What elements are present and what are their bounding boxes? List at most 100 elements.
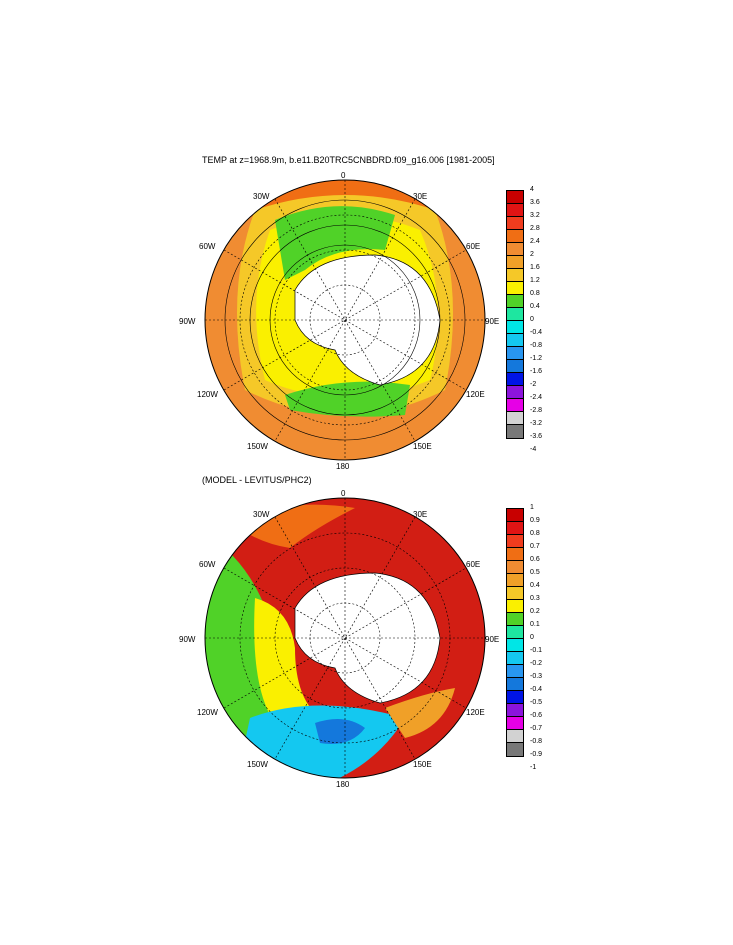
colorbar-swatch xyxy=(507,535,523,548)
colorbar-label: 0.8 xyxy=(530,530,540,537)
difference-map-svg xyxy=(204,497,486,779)
colorbar-label: -0.6 xyxy=(530,712,543,719)
colorbar-swatch xyxy=(507,373,523,386)
colorbar-swatch xyxy=(507,256,523,269)
colorbar-swatch xyxy=(507,308,523,321)
colorbar-swatch xyxy=(507,386,523,399)
west-yellow xyxy=(254,598,315,723)
colorbar-swatch xyxy=(507,665,523,678)
colorbar-label: 0.6 xyxy=(530,556,540,563)
colorbar-label: 3.2 xyxy=(530,212,540,219)
colorbar-swatch xyxy=(507,204,523,217)
south-blue xyxy=(315,719,365,744)
temperature-polar-map: 0 30E 60E 90E 120E 150E 180 150W 120W 90… xyxy=(179,170,499,471)
colorbar-swatch xyxy=(507,412,523,425)
colorbar-label: 0.5 xyxy=(530,569,540,576)
colorbar-label: -0.5 xyxy=(530,699,543,706)
label-150w: 150W xyxy=(247,760,268,769)
antarctica xyxy=(294,572,441,704)
colorbar-label: -2 xyxy=(530,381,537,388)
label-0: 0 xyxy=(341,489,346,498)
label-180: 180 xyxy=(336,780,350,789)
colorbar-swatches xyxy=(506,190,524,439)
colorbar-swatch xyxy=(507,704,523,717)
label-30w: 30W xyxy=(253,510,270,519)
colorbar-swatch xyxy=(507,399,523,412)
colorbar-label: 0.7 xyxy=(530,543,540,550)
label-120w: 120W xyxy=(197,390,218,399)
colorbar-label: -2.4 xyxy=(530,394,543,401)
colorbar-swatch xyxy=(507,269,523,282)
colorbar-label: -0.1 xyxy=(530,647,543,654)
colorbar-label: 1.2 xyxy=(530,277,540,284)
label-30w: 30W xyxy=(253,192,270,201)
colorbar-label: 2.4 xyxy=(530,238,540,245)
colorbar-swatch xyxy=(507,360,523,373)
label-120w: 120W xyxy=(197,708,218,717)
panel-1-title: TEMP at z=1968.9m, b.e11.B20TRC5CNBDRD.f… xyxy=(202,155,495,165)
colorbar-swatch xyxy=(507,561,523,574)
colorbar-swatch xyxy=(507,639,523,652)
colorbar-swatch xyxy=(507,717,523,730)
label-60w: 60W xyxy=(199,242,216,251)
south-orange xyxy=(385,688,455,738)
colorbar-swatch xyxy=(507,230,523,243)
colorbar-label: -2.8 xyxy=(530,407,543,414)
colorbar-label: 0.2 xyxy=(530,608,540,615)
colorbar-label: 2.8 xyxy=(530,225,540,232)
colorbar-swatch xyxy=(507,548,523,561)
colorbar-label: -1.6 xyxy=(530,368,543,375)
temperature-map-svg xyxy=(204,179,486,461)
label-0: 0 xyxy=(341,171,346,180)
label-30e: 30E xyxy=(413,510,428,519)
label-60e: 60E xyxy=(466,560,481,569)
colorbar-swatch xyxy=(507,321,523,334)
colorbar-label: 2 xyxy=(530,251,534,258)
colorbar-label: 0 xyxy=(530,316,534,323)
colorbar-label: -0.3 xyxy=(530,673,543,680)
colorbar-swatch xyxy=(507,587,523,600)
colorbar-swatch xyxy=(507,347,523,360)
colorbar-label: -3.6 xyxy=(530,433,543,440)
colorbar-label: 1.6 xyxy=(530,264,540,271)
label-90e: 90E xyxy=(485,635,500,644)
colorbar-label: 0 xyxy=(530,634,534,641)
colorbar-label: -4 xyxy=(530,446,537,453)
label-90w: 90W xyxy=(179,317,196,326)
colorbar-swatch xyxy=(507,626,523,639)
colorbar-swatch xyxy=(507,425,523,438)
colorbar-label: 0.8 xyxy=(530,290,540,297)
colorbar-swatch xyxy=(507,243,523,256)
colorbar-swatch xyxy=(507,574,523,587)
label-180: 180 xyxy=(336,462,350,471)
colorbar-label: 0.9 xyxy=(530,517,540,524)
colorbar-swatches xyxy=(506,508,524,757)
colorbar-label: 0.1 xyxy=(530,621,540,628)
label-60w: 60W xyxy=(199,560,216,569)
label-120e: 120E xyxy=(466,708,485,717)
label-60e: 60E xyxy=(466,242,481,251)
colorbar-swatch xyxy=(507,652,523,665)
colorbar-label: 0.3 xyxy=(530,595,540,602)
colorbar-label: -0.8 xyxy=(530,738,543,745)
colorbar-labels: 4 3.6 3.2 2.8 2.4 2 1.6 1.2 0.8 0.4 0 -0.4 -0.8 -1.2 -… xyxy=(530,185,542,458)
colorbar-swatch xyxy=(507,613,523,626)
label-150w: 150W xyxy=(247,442,268,451)
colorbar-label: -3.2 xyxy=(530,420,543,427)
panel-2-title: (MODEL - LEVITUS/PHC2) xyxy=(202,475,312,485)
colorbar-label: -0.4 xyxy=(530,686,543,693)
colorbar-swatch xyxy=(507,730,523,743)
colorbar-swatch xyxy=(507,678,523,691)
label-90e: 90E xyxy=(485,317,500,326)
difference-polar-map: 0 30E 60E 90E 120E 150E 180 150W 120W 90… xyxy=(179,488,499,789)
colorbar-swatch xyxy=(507,295,523,308)
colorbar-swatch xyxy=(507,743,523,756)
label-150e: 150E xyxy=(413,760,432,769)
colorbar-label: 3.6 xyxy=(530,199,540,206)
colorbar-label: 0.4 xyxy=(530,303,540,310)
label-30e: 30E xyxy=(413,192,428,201)
colorbar-label: -0.7 xyxy=(530,725,543,732)
colorbar-label: -0.2 xyxy=(530,660,543,667)
colorbar-label: 1 xyxy=(530,504,534,511)
colorbar-swatch xyxy=(507,509,523,522)
